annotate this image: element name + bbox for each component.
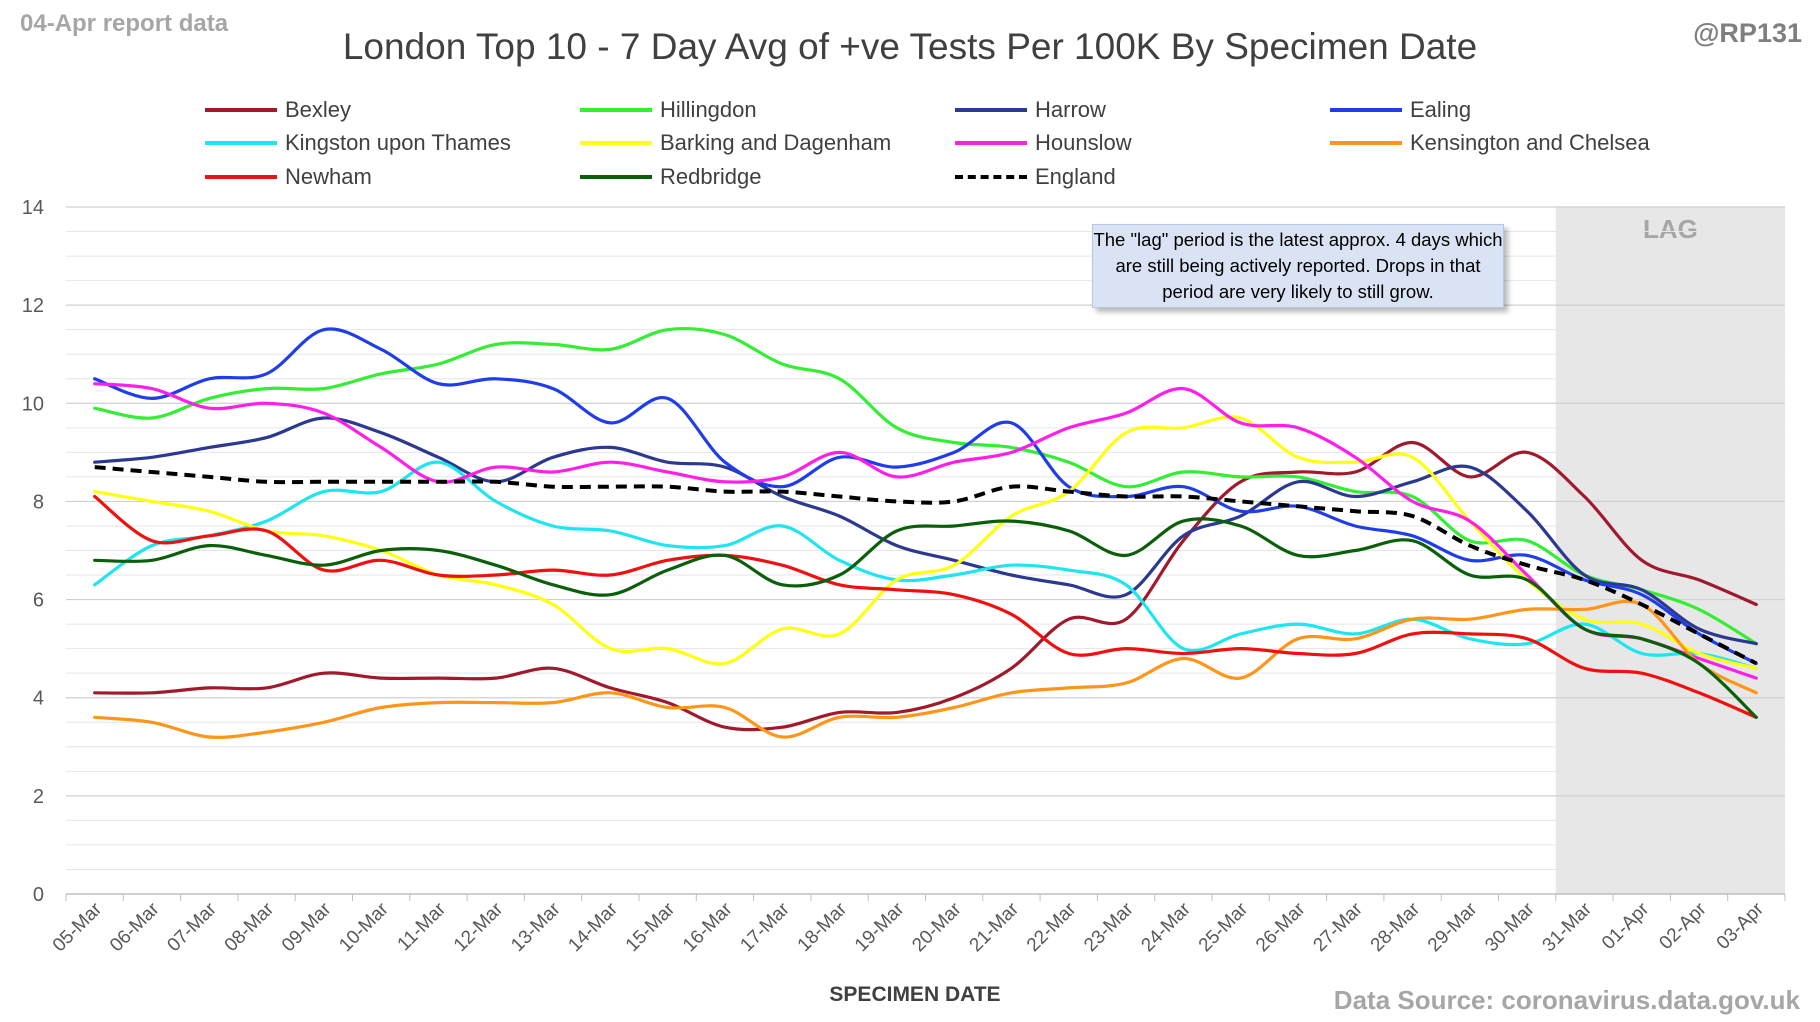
series-line-harrow	[93, 416, 1758, 646]
series-line-hounslow	[93, 382, 1758, 680]
x-tick-label: 10-Mar	[335, 898, 393, 956]
x-tick-label: 05-Mar	[49, 898, 107, 956]
x-tick-label: 20-Mar	[908, 898, 966, 956]
y-tick-label: 8	[33, 491, 44, 513]
legend-item: Harrow	[955, 95, 1106, 125]
series-line-england	[94, 465, 1758, 666]
x-tick-label: 22-Mar	[1023, 898, 1081, 956]
x-tick-label: 03-Apr	[1713, 898, 1769, 954]
legend-swatch	[955, 108, 1027, 112]
x-tick-label: 19-Mar	[851, 898, 909, 956]
x-tick-label: 24-Mar	[1137, 898, 1195, 956]
x-tick-label: 02-Apr	[1655, 898, 1711, 954]
y-tick-label: 12	[22, 295, 44, 317]
author-handle: @RP131	[1693, 18, 1802, 48]
x-tick-label: 27-Mar	[1309, 898, 1367, 956]
x-tick-label: 08-Mar	[221, 898, 279, 956]
y-tick-label: 10	[22, 393, 44, 415]
data-source-label: Data Source: coronavirus.data.gov.uk	[1333, 985, 1800, 1015]
x-tick-label: 13-Mar	[507, 898, 565, 956]
lag-label: LAG	[1643, 214, 1698, 244]
x-tick-label: 26-Mar	[1252, 898, 1310, 956]
legend-item: England	[955, 162, 1116, 192]
legend-swatch	[580, 175, 652, 179]
legend-label: Newham	[285, 164, 372, 189]
x-tick-label: 12-Mar	[450, 898, 508, 956]
legend-swatch	[955, 141, 1027, 145]
x-tick-label: 30-Mar	[1481, 898, 1539, 956]
x-tick-label: 14-Mar	[564, 898, 622, 956]
legend-item: Barking and Dagenham	[580, 128, 891, 158]
legend-label: Hillingdon	[660, 97, 757, 122]
legend-item: Hillingdon	[580, 95, 757, 125]
legend-item: Kingston upon Thames	[205, 128, 511, 158]
series-line-hillingdon	[93, 327, 1758, 646]
legend-item: Kensington and Chelsea	[1330, 128, 1650, 158]
legend-swatch	[1330, 108, 1402, 112]
series-line-newham	[93, 494, 1758, 719]
x-axis-title: SPECIMEN DATE	[829, 983, 1001, 1006]
x-tick-label: 07-Mar	[163, 898, 221, 956]
legend-label: Kingston upon Thames	[285, 130, 511, 155]
x-tick-label: 31-Mar	[1539, 898, 1597, 956]
y-tick-label: 6	[33, 590, 44, 612]
legend-label: Ealing	[1410, 97, 1472, 122]
series-line-kensington-and-chelsea	[93, 599, 1758, 739]
x-tick-label: 17-Mar	[736, 898, 794, 956]
chart-title: London Top 10 - 7 Day Avg of +ve Tests P…	[342, 26, 1478, 67]
series-line-bexley	[93, 440, 1758, 732]
legend-swatch	[205, 108, 277, 112]
x-tick-label: 06-Mar	[106, 898, 164, 956]
y-tick-label: 2	[33, 786, 44, 808]
legend-swatch	[1330, 141, 1402, 145]
legend-label: Barking and Dagenham	[660, 130, 892, 155]
x-tick-label: 11-Mar	[394, 898, 451, 955]
legend-label: Hounslow	[1035, 130, 1132, 155]
legend-item: Newham	[205, 162, 372, 192]
legend-label: Kensington and Chelsea	[1410, 130, 1650, 155]
legend-label: Bexley	[285, 97, 352, 122]
x-tick-label: 28-Mar	[1367, 898, 1425, 956]
series-line-barking-and-dagenham	[93, 415, 1758, 670]
y-tick-label: 14	[22, 197, 44, 219]
x-tick-label: 21-Mar	[966, 898, 1024, 956]
report-date-label: 04-Apr report data	[20, 10, 229, 37]
series-line-redbridge	[93, 517, 1758, 719]
x-tick-label: 29-Mar	[1424, 898, 1482, 956]
legend-swatch	[580, 141, 652, 145]
x-tick-label: 15-Mar	[622, 898, 680, 956]
legend-label: England	[1035, 164, 1116, 189]
legend-swatch	[580, 108, 652, 112]
legend-item: Redbridge	[580, 162, 762, 192]
y-tick-label: 0	[33, 884, 44, 906]
x-tick-label: 25-Mar	[1195, 898, 1253, 956]
x-tick-label: 16-Mar	[679, 898, 737, 956]
y-tick-label: 4	[33, 688, 44, 710]
legend-swatch	[205, 175, 277, 179]
lag-note: The "lag" period is the latest approx. 4…	[1092, 224, 1504, 308]
legend-label: Harrow	[1035, 97, 1106, 122]
legend-item: Hounslow	[955, 128, 1132, 158]
legend-label: Redbridge	[660, 164, 762, 189]
legend-swatch	[955, 175, 1027, 179]
x-tick-label: 23-Mar	[1080, 898, 1138, 956]
x-tick-label: 01-Apr	[1598, 898, 1654, 954]
x-tick-label: 09-Mar	[278, 898, 336, 956]
series-line-ealing	[93, 327, 1758, 665]
x-tick-label: 18-Mar	[794, 898, 852, 956]
series-line-kingston-upon-thames	[93, 460, 1758, 670]
legend-item: Bexley	[205, 95, 351, 125]
legend-item: Ealing	[1330, 95, 1471, 125]
legend-swatch	[205, 141, 277, 145]
